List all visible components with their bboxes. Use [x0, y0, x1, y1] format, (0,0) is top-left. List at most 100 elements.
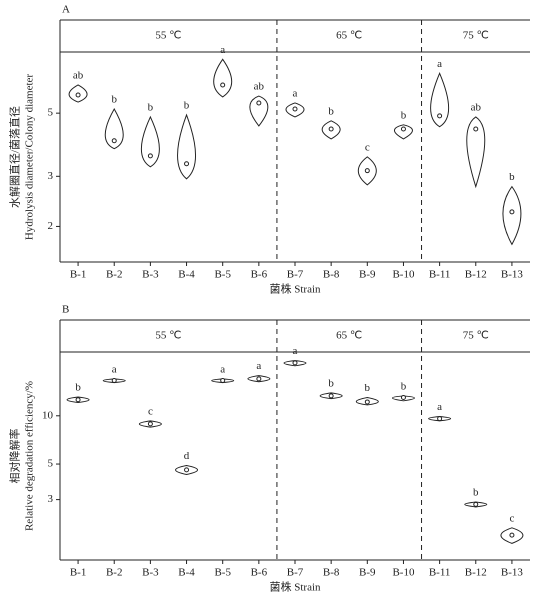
median [147, 421, 153, 427]
significance-letter: c [365, 141, 370, 153]
median [111, 138, 117, 144]
significance-letter: ab [471, 101, 482, 113]
median [75, 397, 81, 403]
median [328, 126, 334, 132]
y-axis-label: Relative degradation efficiency/% [24, 381, 36, 531]
x-tick-label: B-1 [70, 269, 87, 281]
median [509, 209, 515, 215]
violin [104, 108, 124, 150]
median [328, 393, 334, 399]
median [256, 376, 262, 382]
x-tick-label: B-9 [359, 567, 376, 579]
median [473, 126, 479, 132]
median [256, 100, 262, 106]
y-tick-label: 10 [42, 409, 54, 421]
significance-letter: a [112, 363, 117, 375]
x-tick-label: B-10 [392, 567, 415, 579]
facet-label: 75 ℃ [463, 30, 489, 42]
significance-letter: b [365, 382, 371, 394]
significance-letter: d [184, 450, 190, 462]
violin [393, 124, 413, 140]
x-tick-label: B-12 [465, 269, 487, 281]
violin [140, 115, 160, 168]
significance-letter: ab [254, 81, 265, 93]
significance-letter: a [220, 44, 225, 56]
facet-label: 55 ℃ [155, 30, 181, 42]
y-axis-label: 相对降解率 [8, 429, 22, 484]
facet-label: 65 ℃ [336, 30, 362, 42]
y-tick-label: 5 [48, 458, 54, 470]
x-tick-label: B-4 [178, 269, 195, 281]
significance-letter: b [111, 94, 117, 106]
median [400, 395, 406, 401]
y-tick-label: 5 [48, 107, 54, 119]
median [364, 168, 370, 174]
x-tick-label: B-3 [142, 269, 159, 281]
median [220, 378, 226, 384]
violin [213, 58, 233, 98]
x-tick-label: B-6 [251, 269, 268, 281]
significance-letter: b [328, 377, 334, 389]
x-tick-label: B-8 [323, 567, 340, 579]
significance-letter: b [328, 105, 334, 117]
median [437, 113, 443, 119]
x-tick-label: B-9 [359, 269, 376, 281]
significance-letter: a [437, 58, 442, 70]
x-tick-label: B-1 [70, 567, 87, 579]
y-tick-label: 3 [48, 170, 54, 182]
x-tick-label: B-12 [465, 567, 487, 579]
facet-label: 75 ℃ [463, 330, 489, 342]
x-tick-label: B-7 [287, 269, 304, 281]
significance-letter: a [293, 345, 298, 357]
significance-letter: b [401, 380, 407, 392]
median [400, 126, 406, 132]
median [111, 378, 117, 384]
significance-letter: b [473, 486, 479, 498]
significance-letter: b [401, 109, 407, 121]
x-tick-label: B-2 [106, 567, 123, 579]
facet-label: 55 ℃ [155, 330, 181, 342]
x-tick-label: B-4 [178, 567, 195, 579]
x-tick-label: B-5 [214, 567, 231, 579]
median [292, 106, 298, 112]
x-tick-label: B-11 [429, 567, 451, 579]
significance-letter: a [437, 401, 442, 413]
x-tick-label: B-11 [429, 269, 451, 281]
x-tick-label: B-6 [251, 567, 268, 579]
significance-letter: a [293, 87, 298, 99]
significance-letter: c [148, 405, 153, 417]
x-tick-label: B-10 [392, 269, 415, 281]
median [184, 467, 190, 473]
median [292, 360, 298, 366]
significance-letter: b [184, 99, 190, 111]
median [75, 92, 81, 98]
violin [249, 95, 269, 127]
y-tick-label: 2 [48, 220, 54, 232]
y-axis-label: Hydrolysis diameter/Colony diameter [24, 74, 36, 241]
violin [466, 116, 486, 189]
x-tick-label: B-13 [501, 269, 524, 281]
significance-letter: a [220, 363, 225, 375]
x-tick-label: B-8 [323, 269, 340, 281]
median [509, 532, 515, 538]
violin [502, 185, 522, 246]
median [473, 501, 479, 507]
median [147, 153, 153, 159]
x-axis-label: 菌株 Strain [269, 580, 321, 594]
facet-label: 65 ℃ [336, 330, 362, 342]
significance-letter: c [509, 512, 514, 524]
x-axis-label: 菌株 Strain [269, 282, 321, 296]
median [220, 82, 226, 88]
x-tick-label: B-7 [287, 567, 304, 579]
significance-letter: b [75, 382, 81, 394]
panel-label: B [62, 304, 69, 316]
x-tick-label: B-13 [501, 567, 524, 579]
significance-letter: b [148, 101, 154, 113]
panel-label: A [62, 4, 70, 16]
y-axis-label: 水解圈直径/菌落直径 [8, 106, 22, 208]
median [184, 161, 190, 167]
significance-letter: a [256, 360, 261, 372]
significance-letter: b [509, 171, 515, 183]
violin [177, 113, 196, 180]
median [437, 416, 443, 422]
